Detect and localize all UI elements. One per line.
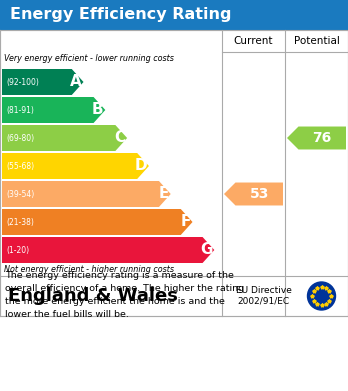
- Text: Current: Current: [234, 36, 273, 46]
- Text: (1-20): (1-20): [6, 246, 29, 255]
- Text: (69-80): (69-80): [6, 133, 34, 142]
- Polygon shape: [287, 127, 346, 149]
- Text: E: E: [158, 187, 169, 201]
- Polygon shape: [2, 237, 214, 263]
- Text: (55-68): (55-68): [6, 161, 34, 170]
- Text: 76: 76: [313, 131, 332, 145]
- Text: Very energy efficient - lower running costs: Very energy efficient - lower running co…: [4, 54, 174, 63]
- Text: England & Wales: England & Wales: [8, 287, 178, 305]
- Text: F: F: [180, 215, 190, 230]
- Text: Not energy efficient - higher running costs: Not energy efficient - higher running co…: [4, 265, 174, 274]
- Polygon shape: [2, 69, 84, 95]
- Text: 53: 53: [250, 187, 269, 201]
- Text: B: B: [92, 102, 103, 118]
- Text: The energy efficiency rating is a measure of the
overall efficiency of a home. T: The energy efficiency rating is a measur…: [5, 271, 244, 319]
- Polygon shape: [2, 153, 149, 179]
- Polygon shape: [2, 97, 105, 123]
- Text: (21-38): (21-38): [6, 217, 34, 226]
- Text: Energy Efficiency Rating: Energy Efficiency Rating: [10, 7, 231, 23]
- Polygon shape: [2, 181, 171, 207]
- Text: C: C: [114, 131, 125, 145]
- Circle shape: [308, 282, 335, 310]
- Polygon shape: [2, 125, 127, 151]
- Polygon shape: [2, 209, 192, 235]
- Text: (39-54): (39-54): [6, 190, 34, 199]
- Text: A: A: [70, 75, 81, 90]
- Text: EU Directive
2002/91/EC: EU Directive 2002/91/EC: [236, 286, 291, 306]
- Text: G: G: [200, 242, 212, 258]
- Polygon shape: [224, 183, 283, 206]
- Bar: [0, 0, 348, 30]
- Text: D: D: [134, 158, 147, 174]
- Bar: [0, 30, 348, 316]
- Text: (92-100): (92-100): [6, 77, 39, 86]
- Text: (81-91): (81-91): [6, 106, 34, 115]
- Text: Potential: Potential: [294, 36, 339, 46]
